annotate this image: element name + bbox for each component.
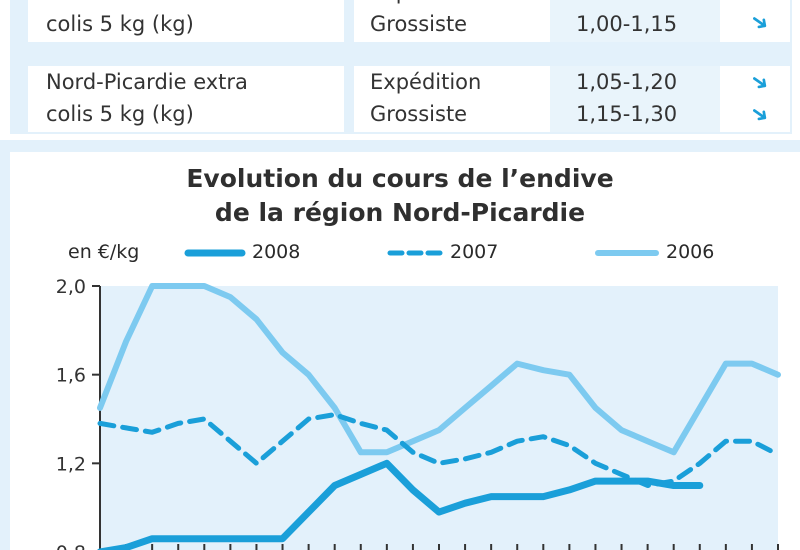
table-row: … extra colis 5 kg (kg) Expédition Gross… [28, 0, 790, 42]
market-type-cell: Expédition Grossiste [354, 0, 568, 42]
market-type: Expédition [370, 70, 482, 94]
market-type: Expédition [370, 0, 568, 8]
table-row: Nord-Picardie extra colis 5 kg (kg) Expé… [28, 66, 790, 132]
product-line: colis 5 kg (kg) [46, 102, 194, 126]
legend-label-2006: 2006 [666, 241, 715, 263]
series-line-2008 [97, 459, 704, 550]
price-cell: … 1,00-1,15 [550, 0, 720, 42]
product-line: … extra [46, 0, 344, 8]
price-cell: 1,05-1,20 1,15-1,30 [550, 66, 720, 132]
market-type: Grossiste [370, 12, 468, 36]
price-range: 1,00-1,15 [576, 12, 678, 36]
product-line: Nord-Picardie extra [46, 70, 248, 94]
price-table: … extra colis 5 kg (kg) Expédition Gross… [0, 0, 800, 140]
product-cell: Nord-Picardie extra colis 5 kg (kg) [28, 66, 344, 132]
plot-background [100, 286, 778, 550]
chart-title-line-2: de la région Nord-Picardie [214, 198, 586, 227]
y-tick-label: 0,8 [56, 542, 86, 550]
price-range: 1,15-1,30 [576, 102, 678, 126]
market-type-cell: Expédition Grossiste [354, 66, 568, 132]
product-cell: … extra colis 5 kg (kg) [28, 0, 344, 42]
series-line-2006 [97, 283, 781, 456]
price-range: 1,05-1,20 [576, 70, 678, 94]
y-tick-label: 1,2 [56, 453, 86, 475]
y-tick-label: 2,0 [56, 276, 86, 298]
trend-cell: ➜ ➜ [720, 0, 790, 42]
product-line: colis 5 kg (kg) [46, 12, 194, 36]
chart-title-line-1: Evolution du cours de l’endive [186, 164, 614, 193]
y-axis-unit-label: en €/kg [68, 241, 140, 263]
market-type: Grossiste [370, 102, 468, 126]
y-tick-label: 1,6 [56, 365, 86, 387]
legend-label-2008: 2008 [252, 241, 301, 263]
legend-label-2007: 2007 [450, 241, 499, 263]
price-range: … [576, 0, 720, 8]
trend-cell: ➜ ➜ [720, 66, 790, 132]
